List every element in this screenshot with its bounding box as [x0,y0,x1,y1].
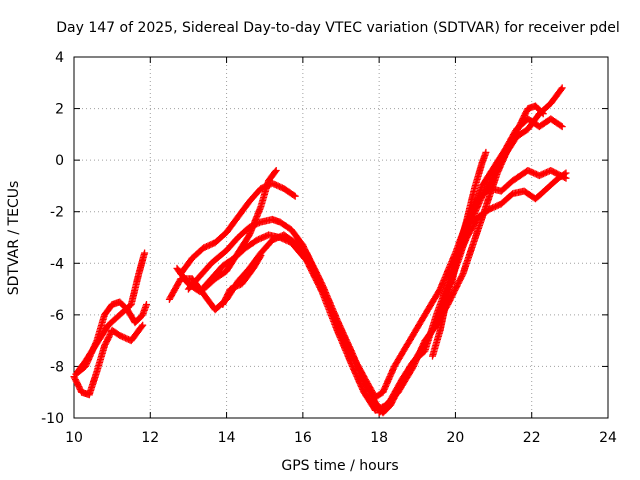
series-track-6 [219,148,490,308]
x-axis-label: GPS time / hours [281,458,398,474]
plot-frame [73,56,609,419]
data-point [143,301,150,308]
y-tick-label: -2 [50,205,64,221]
x-tick-label: 18 [370,430,388,446]
data-point [558,123,566,131]
axis-ticks [73,56,609,419]
data-point [561,170,569,178]
x-tick-label: 10 [65,430,83,446]
x-tick-labels: 10 12 14 16 18 20 22 24 [65,430,617,446]
y-tick-label: -4 [50,256,64,272]
series-track-3 [74,84,566,414]
data-point [290,191,298,199]
data-point [482,148,490,156]
data-point [272,167,280,174]
y-axis-label: SDTVAR / TECUs [6,181,22,296]
data-marks [70,84,570,417]
y-tick-label: -10 [41,411,64,427]
data-point [562,169,570,177]
y-tick-labels: -10 -8 -6 -4 -2 0 2 4 [41,50,64,427]
y-tick-label: 2 [55,102,64,118]
data-point [138,322,146,330]
y-tick-label: 4 [55,50,64,66]
data-point [139,321,147,329]
series-track-5 [200,115,566,417]
x-tick-label: 24 [599,430,617,446]
x-tick-label: 12 [141,430,159,446]
y-tick-label: 0 [55,153,64,169]
y-tick-label: -8 [50,359,64,375]
data-point [557,122,565,130]
series-track-4 [177,169,570,360]
data-point [271,168,279,176]
data-point [291,192,299,200]
y-tick-label: -6 [50,308,64,324]
data-point [256,253,264,261]
data-point [257,252,265,259]
x-tick-label: 16 [294,430,312,446]
x-tick-label: 20 [447,430,465,446]
x-tick-label: 14 [218,430,236,446]
x-tick-label: 22 [523,430,541,446]
data-point [557,85,565,93]
grid-lines [74,57,608,418]
data-point [558,84,566,92]
data-point [141,249,149,257]
chart-title: Day 147 of 2025, Sidereal Day-to-day VTE… [56,20,620,36]
